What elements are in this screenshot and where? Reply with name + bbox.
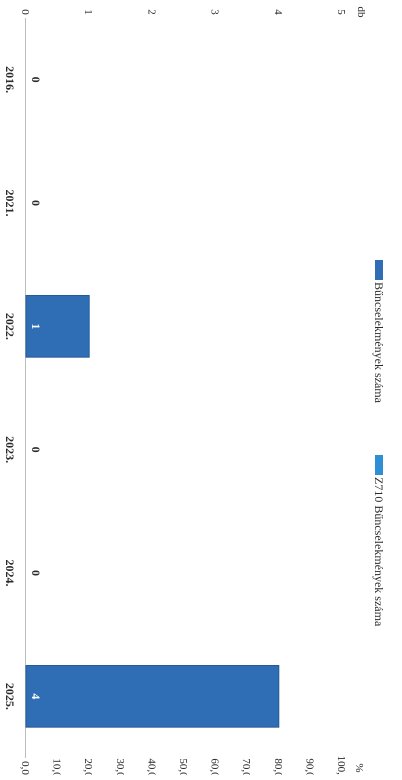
- category-label: 2024.: [3, 560, 17, 587]
- legend: Bűncselekmények száma Z710 Bűncselekménye…: [372, 260, 386, 627]
- primary-tick-label: 1: [82, 9, 94, 15]
- secondary-tick-label: 50,0: [177, 758, 189, 775]
- secondary-tick-label: 20,0: [82, 758, 94, 775]
- data-label: 0: [29, 200, 43, 206]
- category-label: 2021.: [3, 190, 17, 217]
- legend-swatch: [375, 260, 383, 280]
- bars: [25, 295, 280, 728]
- secondary-tick-label: 40,0: [145, 758, 157, 775]
- data-label: 4: [29, 693, 43, 699]
- secondary-tick-label: 90,0: [303, 758, 315, 775]
- primary-tick-label: 4: [272, 9, 284, 15]
- secondary-tick-label: 10,0: [51, 758, 63, 775]
- category-label: 2022.: [3, 313, 17, 340]
- legend-label: Z710 Bűncselekmények száma: [372, 477, 386, 627]
- secondary-axis-unit: %: [353, 763, 365, 772]
- axes: db 0 1 2 3 4 5% 0,0 10,0 20,0 30,0 40,0 50,0 60,0 70,0…: [19, 7, 367, 780]
- secondary-tick-label: 80,0: [272, 758, 284, 775]
- secondary-tick-label: 100,0: [335, 756, 347, 775]
- primary-tick-label: 2: [145, 9, 157, 15]
- primary-tick-label: 5: [335, 9, 347, 15]
- primary-axis-unit: db: [355, 7, 367, 19]
- bar: [25, 665, 280, 728]
- legend-label: Bűncselekmények száma: [372, 282, 386, 404]
- data-label: 0: [29, 447, 43, 453]
- secondary-tick-label: 0,0: [19, 761, 31, 775]
- labels: 2016. 0 2021. 0 2022. 1 2023. 0 2024. 0 2025. 4: [3, 66, 43, 710]
- secondary-tick-label: 30,0: [114, 758, 126, 775]
- category-label: 2023.: [3, 436, 17, 463]
- secondary-tick-label: 70,0: [240, 758, 252, 775]
- data-label: 0: [29, 77, 43, 83]
- secondary-tick-label: 60,0: [209, 758, 221, 775]
- bar: [25, 295, 90, 358]
- category-label: 2025.: [3, 683, 17, 710]
- data-label: 1: [29, 323, 43, 329]
- legend-swatch: [375, 455, 383, 475]
- primary-tick-label: 3: [209, 9, 221, 15]
- data-label: 0: [29, 570, 43, 576]
- primary-tick-label: 0: [19, 9, 31, 15]
- category-label: 2016.: [3, 66, 17, 93]
